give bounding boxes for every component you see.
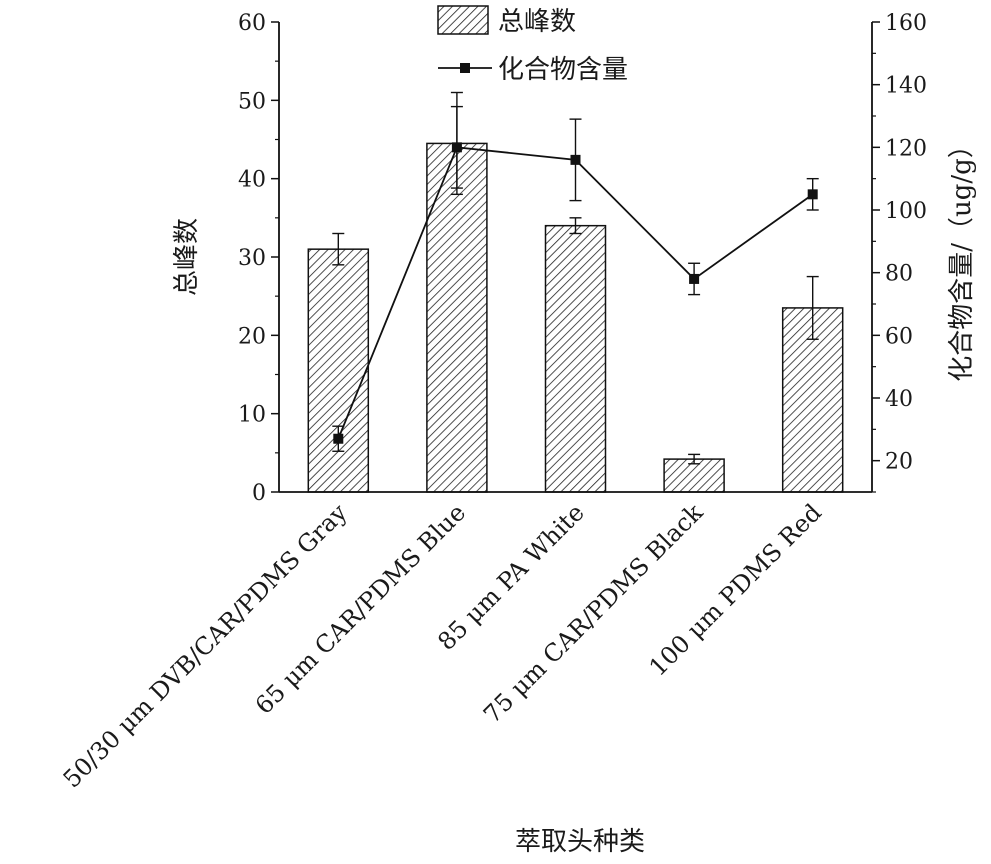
x-axis-title: 萃取头种类 xyxy=(515,827,645,857)
right-axis-tick-label: 60 xyxy=(885,324,913,349)
left-axis-ticks: 0 10 20 30 40 50 60 xyxy=(238,11,279,506)
right-axis-tick-label: 80 xyxy=(885,262,913,287)
right-axis-tick-label: 20 xyxy=(885,450,913,475)
line-point xyxy=(807,189,818,200)
left-axis-tick-label: 40 xyxy=(238,168,266,193)
legend-line-label: 化合物含量 xyxy=(498,55,628,85)
line-point xyxy=(689,273,700,284)
x-axis-tick-label: 75 μm CAR/PDMS Black xyxy=(478,498,709,729)
bar xyxy=(544,224,607,493)
right-axis-tick-label: 100 xyxy=(885,199,927,224)
bar xyxy=(426,142,488,493)
legend: 总峰数 化合物含量 xyxy=(437,5,628,85)
right-axis-title: 化合物含量/（ug/g） xyxy=(947,132,977,382)
left-axis-tick-label: 10 xyxy=(238,403,266,428)
x-axis-tick-label: 65 μm CAR/PDMS Blue xyxy=(250,498,471,719)
right-axis-tick-label: 120 xyxy=(885,136,927,161)
plot-area xyxy=(307,91,844,493)
left-axis-tick-label: 50 xyxy=(238,89,266,114)
bar xyxy=(663,458,725,493)
legend-bar-label: 总峰数 xyxy=(498,7,576,37)
right-axis-tick-label: 140 xyxy=(885,74,927,99)
right-axis-tick-label: 40 xyxy=(885,387,913,412)
right-axis-tick-label: 160 xyxy=(885,11,927,36)
left-axis-tick-label: 60 xyxy=(238,11,266,36)
line-point xyxy=(451,142,462,153)
left-axis-tick-label: 20 xyxy=(238,324,266,349)
left-axis-title: 总峰数 xyxy=(172,218,202,296)
line-point xyxy=(570,154,581,165)
legend-bar-swatch xyxy=(437,5,489,35)
left-axis-tick-label: 30 xyxy=(238,246,266,271)
line-series xyxy=(332,105,819,452)
right-axis-ticks: 20 40 60 80 100 120 140 160 xyxy=(872,11,927,493)
line-point xyxy=(333,433,344,444)
legend-line-marker xyxy=(460,63,470,73)
bar xyxy=(307,248,370,493)
left-axis-tick-label: 0 xyxy=(252,481,266,506)
